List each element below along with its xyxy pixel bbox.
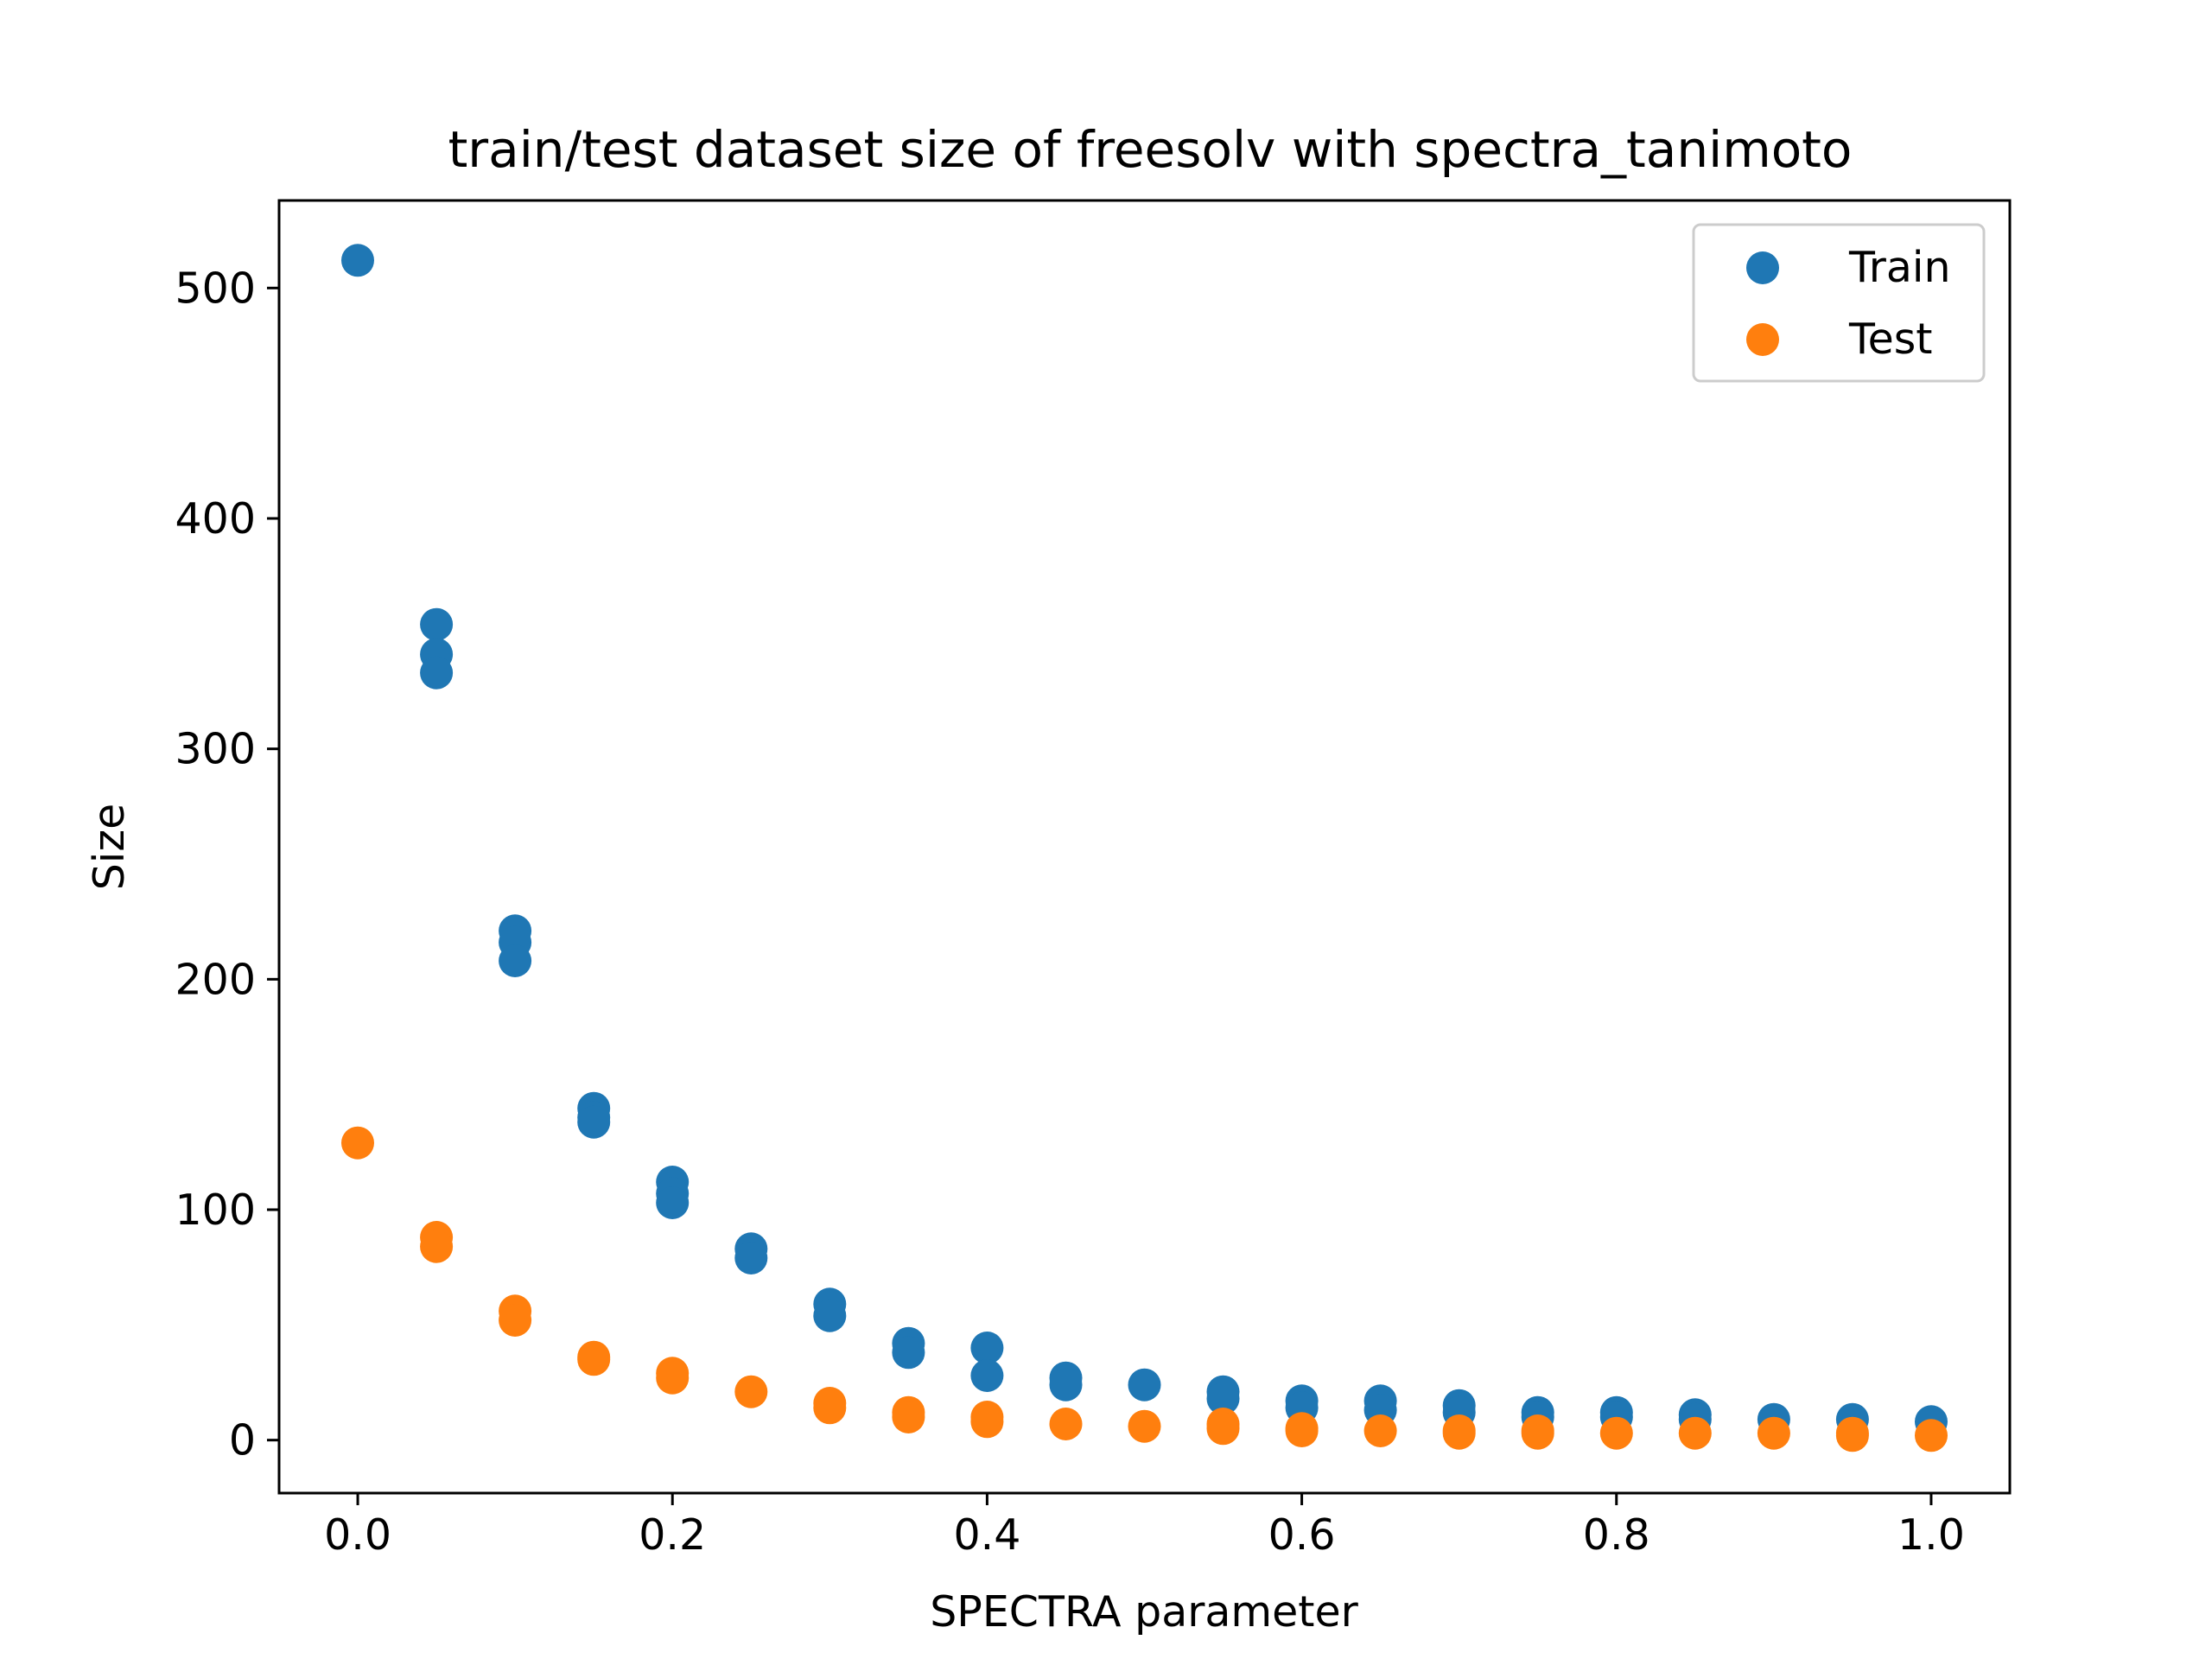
point-test	[1678, 1416, 1712, 1450]
y-tick-label: 0	[229, 1416, 256, 1465]
point-train	[420, 656, 454, 690]
point-test	[892, 1401, 925, 1433]
point-train	[420, 607, 454, 641]
point-test	[1363, 1414, 1397, 1447]
point-train	[970, 1359, 1004, 1392]
legend: Train Test	[1692, 223, 1986, 383]
x-tick-label: 0.4	[953, 1510, 1020, 1560]
y-axis-label: Size	[85, 804, 134, 891]
y-tick-label: 300	[175, 725, 256, 774]
point-test	[1442, 1416, 1476, 1450]
point-test	[1128, 1409, 1161, 1443]
point-test	[1521, 1416, 1554, 1450]
point-test	[656, 1361, 690, 1395]
point-train	[656, 1186, 690, 1219]
point-test	[1835, 1419, 1869, 1452]
point-train	[341, 244, 374, 277]
point-train	[1049, 1368, 1083, 1402]
y-tick-label: 500	[175, 264, 256, 313]
legend-label-test: Test	[1848, 315, 1933, 364]
point-train	[499, 944, 532, 977]
x-axis-ticks: 0.0 0.2 0.4 0.6 0.8 1.0	[324, 1493, 1965, 1560]
point-train	[970, 1332, 1004, 1364]
legend-marker-test	[1746, 323, 1779, 356]
plot-area-frame	[277, 199, 2012, 1495]
point-test	[734, 1375, 768, 1408]
point-test	[341, 1126, 374, 1160]
point-train	[1128, 1368, 1161, 1402]
point-train	[892, 1336, 925, 1370]
series-train	[341, 244, 1948, 1439]
x-tick-label: 1.0	[1897, 1510, 1965, 1560]
point-test	[1285, 1414, 1319, 1447]
point-train	[734, 1242, 768, 1274]
point-test	[1599, 1416, 1633, 1450]
y-tick-label: 100	[175, 1185, 256, 1235]
legend-marker-train	[1746, 251, 1779, 284]
x-tick-label: 0.8	[1583, 1510, 1650, 1560]
x-tick-label: 0.6	[1268, 1510, 1336, 1560]
point-test	[577, 1343, 611, 1376]
point-train	[813, 1299, 847, 1332]
point-test	[420, 1230, 454, 1263]
y-axis-ticks: 0 100 200 300 400 500	[175, 264, 279, 1465]
chart-title: train/test dataset size of freesolv with…	[448, 120, 1853, 179]
x-tick-label: 0.0	[324, 1510, 391, 1560]
y-tick-label: 200	[175, 955, 256, 1004]
data-points	[341, 244, 1948, 1452]
point-train	[577, 1105, 611, 1139]
point-test	[1049, 1408, 1083, 1440]
series-test	[341, 1126, 1948, 1452]
y-tick-label: 400	[175, 494, 256, 543]
point-test	[813, 1391, 847, 1425]
point-test	[1915, 1419, 1948, 1452]
point-test	[1757, 1416, 1790, 1450]
x-tick-label: 0.2	[639, 1510, 706, 1560]
point-test	[499, 1304, 532, 1337]
x-axis-label: SPECTRA parameter	[930, 1587, 1358, 1637]
point-test	[1206, 1412, 1240, 1446]
point-train	[1206, 1382, 1240, 1415]
legend-label-train: Train	[1848, 243, 1951, 292]
point-test	[970, 1405, 1004, 1439]
